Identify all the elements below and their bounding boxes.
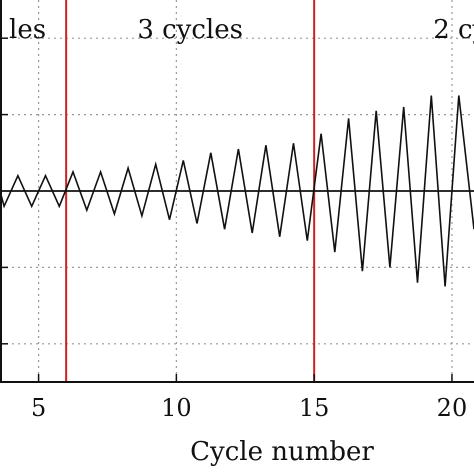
segment-label-0: les [9, 15, 46, 45]
x-axis-title: Cycle number [190, 437, 374, 467]
axis-layer: 5 10 15 20 [0, 0, 474, 422]
label-layer: les 3 cycles 2 cy [9, 15, 474, 45]
series-layer [0, 95, 474, 287]
x-tick-label-1: 10 [161, 394, 192, 422]
segment-label-1: 3 cycles [137, 15, 243, 45]
x-tick-label-2: 15 [299, 394, 330, 422]
x-tick-label-3: 20 [437, 394, 468, 422]
x-tick-label-0: 5 [31, 394, 46, 422]
segment-label-2: 2 cy [433, 15, 474, 45]
series-line-0 [0, 95, 474, 287]
